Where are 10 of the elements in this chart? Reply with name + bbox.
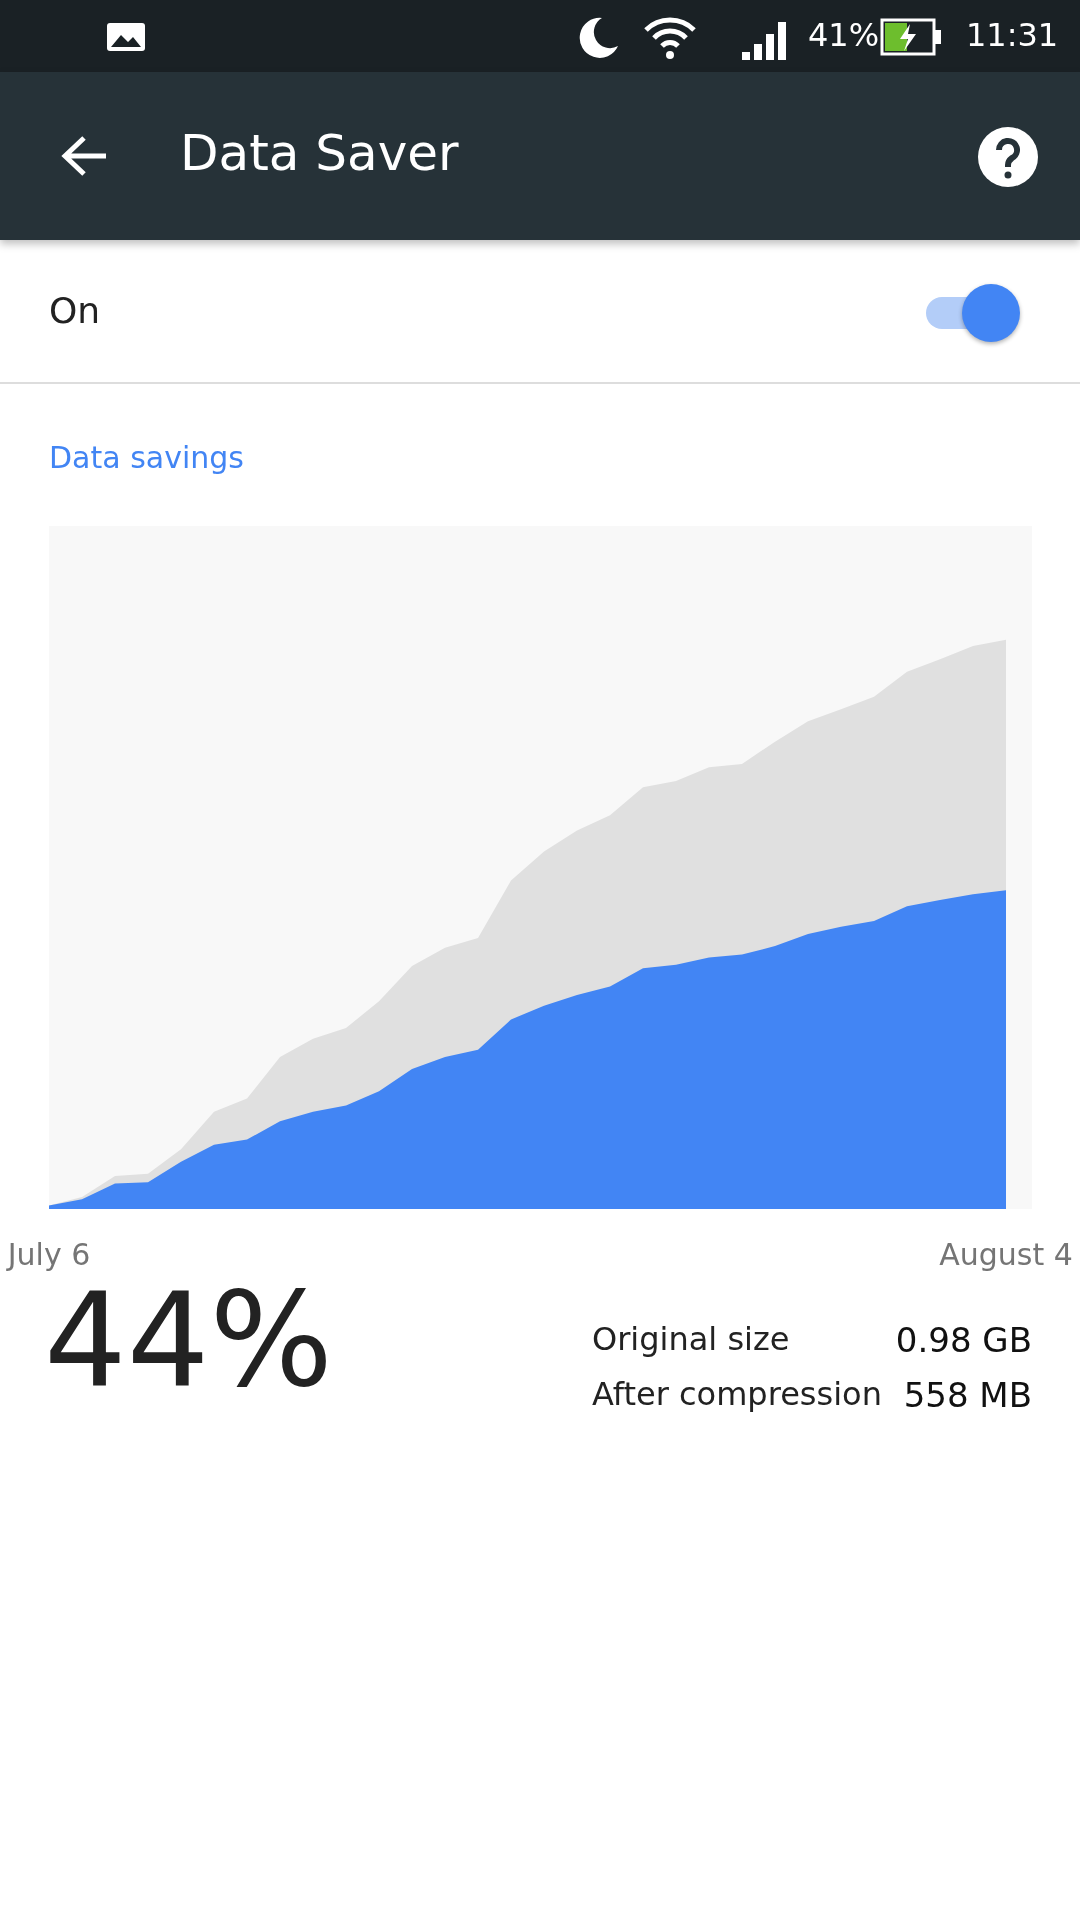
text: Original size (592, 1320, 790, 1358)
text: 11:31 (966, 16, 1059, 54)
chart-subtitle: Data savings (49, 440, 244, 475)
x-tick-label: August 4 (939, 1237, 1073, 1272)
chart-title: Data Saver (180, 124, 459, 182)
text: On (49, 290, 101, 331)
text: 0.98 GB (895, 1320, 1032, 1360)
text: After compression (592, 1375, 882, 1413)
text: 558 MB (903, 1375, 1032, 1415)
text: 41% (808, 16, 880, 54)
